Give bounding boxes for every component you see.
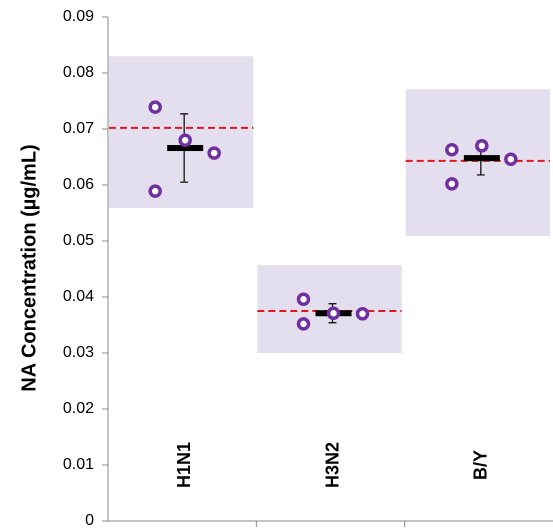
y-tick-label: 0.09 (63, 8, 94, 25)
data-point (148, 100, 162, 114)
y-tick-label: 0.08 (63, 64, 94, 81)
data-point (504, 152, 518, 166)
x-tick-label: B/Y (471, 450, 491, 480)
range-box (109, 56, 254, 208)
y-tick-label: 0.02 (63, 400, 94, 417)
data-point (296, 317, 311, 331)
data-point (445, 142, 459, 157)
x-tick-label: H1N1 (174, 442, 194, 488)
y-tick-label: 0.03 (63, 344, 94, 361)
y-tick-label: 0.04 (63, 288, 94, 305)
data-point (355, 307, 370, 321)
x-tick-label: H3N2 (322, 442, 342, 488)
data-point (475, 139, 489, 153)
mean-bar (167, 145, 204, 152)
data-point (178, 133, 192, 147)
data-point (296, 292, 311, 306)
y-tick-label: 0.07 (63, 120, 94, 137)
data-point (207, 146, 221, 160)
range-box (405, 89, 550, 236)
data-point (326, 306, 341, 320)
y-tick-label: 0.06 (63, 176, 94, 193)
data-point (148, 184, 162, 198)
mean-bar (463, 155, 500, 162)
y-tick-label: 0.05 (63, 232, 94, 249)
data-point (445, 177, 459, 191)
y-tick-label: 0.01 (63, 456, 94, 473)
y-tick-label: 0 (85, 512, 94, 529)
y-axis-label: NA Concentration (µg/mL) (18, 144, 40, 391)
